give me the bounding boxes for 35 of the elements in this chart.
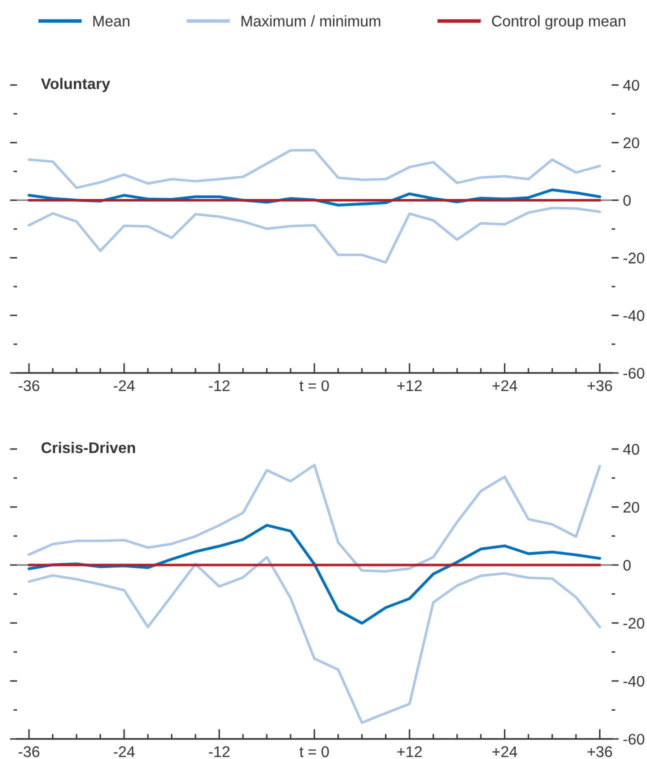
y-tick-label: -60 — [623, 368, 644, 379]
y-tick-label: -20 — [623, 252, 644, 264]
y-tick-label: 40 — [623, 80, 640, 91]
legend-label: Control group mean — [492, 15, 626, 30]
line-series — [28, 464, 602, 573]
x-tick-label: +24 — [492, 746, 518, 757]
x-tick-label: +24 — [492, 380, 518, 391]
line-series — [28, 148, 602, 190]
x-tick-label: +12 — [397, 746, 422, 757]
line-series — [28, 206, 602, 264]
x-tick-label: -24 — [114, 380, 135, 391]
y-tick-label: -40 — [623, 676, 644, 687]
chart-title: Voluntary — [40, 78, 110, 92]
y-tick-label: 40 — [623, 444, 640, 455]
x-tick-label: +36 — [588, 746, 612, 758]
x-tick-label: -36 — [18, 380, 40, 392]
x-tick-label: -12 — [208, 380, 230, 391]
x-tick-label: -12 — [208, 746, 230, 757]
x-tick-label: t = 0 — [300, 746, 329, 758]
y-tick-label: -20 — [623, 618, 644, 629]
y-tick-label: -40 — [623, 310, 644, 322]
y-tick-label: -60 — [623, 734, 644, 745]
y-tick-label: 20 — [624, 137, 640, 148]
x-tick-label: +36 — [588, 380, 612, 392]
y-tick-label: 20 — [624, 502, 640, 513]
x-tick-label: -24 — [114, 746, 135, 757]
legend-label: Maximum / minimum — [242, 15, 380, 26]
y-tick-label: 0 — [623, 195, 631, 206]
x-tick-label: -36 — [18, 746, 40, 758]
legend-label: Mean — [93, 16, 130, 26]
line-series — [28, 556, 602, 724]
x-tick-label: +12 — [397, 380, 422, 391]
x-tick-label: t = 0 — [300, 380, 329, 392]
y-tick-label: 0 — [623, 560, 631, 571]
chart-title: Crisis-Driven — [41, 442, 136, 454]
